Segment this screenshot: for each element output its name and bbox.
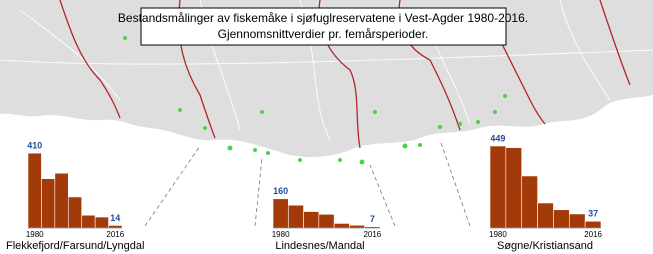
- region-name: Lindesnes/Mandal: [275, 240, 364, 252]
- bar: [584, 220, 602, 229]
- bar: [303, 211, 320, 229]
- map-title: Bestandsmålinger av fiskemåke i sjøfuglr…: [118, 11, 528, 25]
- bar: [94, 216, 109, 229]
- x-tick-label: 2016: [363, 230, 381, 239]
- bar: [349, 224, 366, 229]
- value-label: 160: [273, 186, 288, 196]
- bar: [318, 214, 335, 229]
- bar: [568, 213, 586, 229]
- leader-lines: [144, 139, 471, 227]
- map-subtitle: Gjennomsnittverdier pr. femårsperioder.: [218, 27, 429, 41]
- bar: [81, 214, 96, 229]
- x-tick-label: 2016: [584, 230, 602, 239]
- title-box: [140, 7, 507, 46]
- bar: [489, 145, 507, 229]
- x-tick-label: 1980: [26, 230, 44, 239]
- bar: [553, 209, 570, 229]
- bar: [537, 202, 554, 229]
- bar: [521, 175, 538, 229]
- bar: [41, 178, 56, 229]
- x-tick-label: 1980: [489, 230, 507, 239]
- value-label: 449: [490, 133, 505, 143]
- bar: [333, 223, 350, 229]
- bar: [27, 152, 42, 229]
- region-name: Flekkefjord/Farsund/Lyngdal: [6, 240, 144, 252]
- bar: [54, 172, 69, 229]
- roads: [0, 0, 653, 140]
- value-label: 410: [27, 141, 42, 151]
- x-tick-label: 1980: [272, 230, 290, 239]
- region-name: Søgne/Kristiansand: [497, 240, 593, 252]
- bar: [108, 225, 123, 229]
- x-tick-label: 2016: [106, 230, 124, 239]
- bar: [287, 204, 304, 229]
- bar: [67, 196, 83, 229]
- bar: [272, 198, 289, 229]
- value-label: 14: [110, 213, 120, 223]
- bar: [505, 147, 523, 229]
- value-label: 7: [370, 214, 375, 224]
- reserves: [123, 36, 507, 165]
- value-label: 37: [588, 209, 598, 219]
